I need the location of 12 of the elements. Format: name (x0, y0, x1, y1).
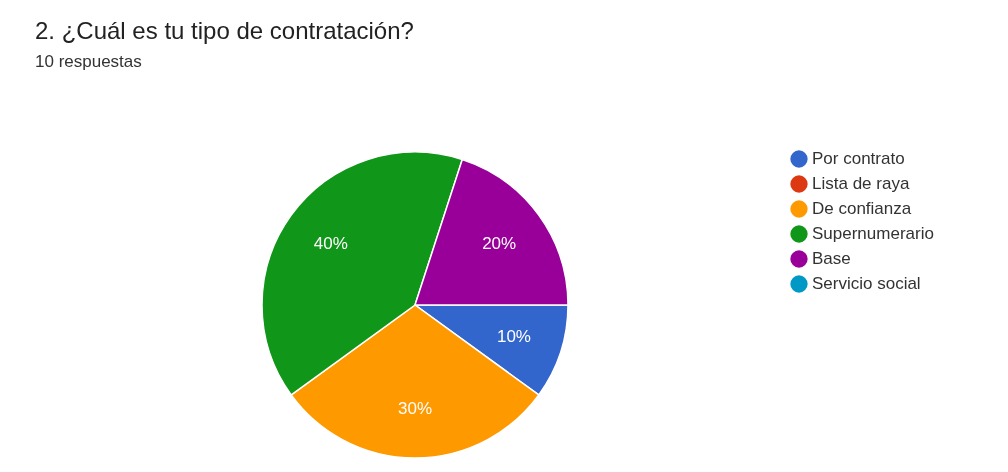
legend-label: Por contrato (812, 149, 905, 168)
legend-label: Base (812, 249, 851, 268)
legend-label: Supernumerario (812, 224, 934, 243)
data-label: 40% (313, 233, 348, 253)
data-label: 10% (496, 327, 531, 347)
legend-label: Servicio social (812, 274, 921, 293)
legend-label: De confianza (812, 199, 912, 218)
data-label: 30% (397, 399, 433, 419)
text: 10 respuestas (35, 52, 142, 71)
legend-label: Lista de raya (812, 174, 910, 193)
data-label: 20% (482, 233, 517, 253)
chart-title: 2. ¿Cuál es tu tipo de contratación? (35, 17, 414, 44)
